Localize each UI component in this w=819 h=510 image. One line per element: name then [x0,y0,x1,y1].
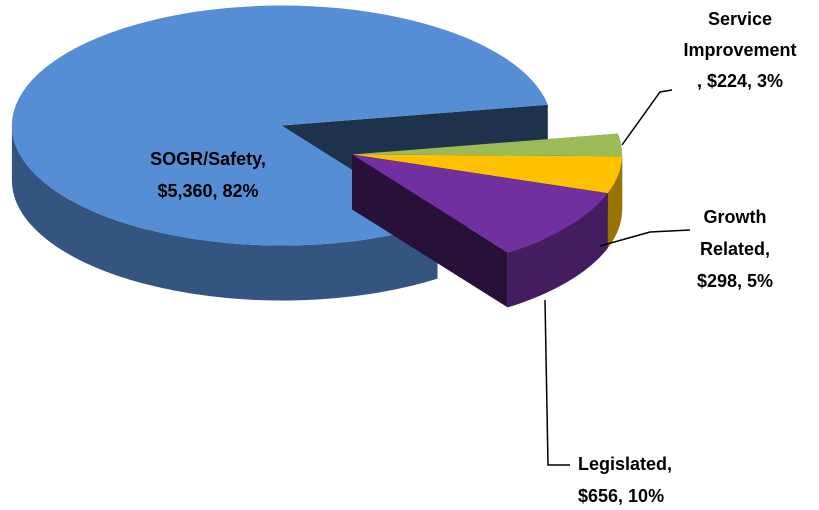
leader-line [544,299,570,466]
slice-side [507,193,608,308]
slice [352,154,608,253]
data-label: $298, 5% [697,271,773,291]
slice [352,154,623,194]
data-label: $656, 10% [578,486,664,506]
slice-face [352,154,508,308]
data-label: Related, [700,239,770,259]
slice [352,133,623,157]
data-label: Improvement [683,40,796,60]
data-label: SOGR/Safety, [150,149,266,169]
data-label: $5,360, 82% [157,181,258,201]
slice [11,5,548,246]
leader-line [599,229,691,247]
leader-line [621,89,673,146]
data-label: Growth [704,207,767,227]
slice-side [607,156,623,249]
data-label: Legislated, [578,454,672,474]
data-label: Service [708,9,772,29]
data-label: , $224, 3% [697,71,783,91]
slice-side [11,125,438,301]
